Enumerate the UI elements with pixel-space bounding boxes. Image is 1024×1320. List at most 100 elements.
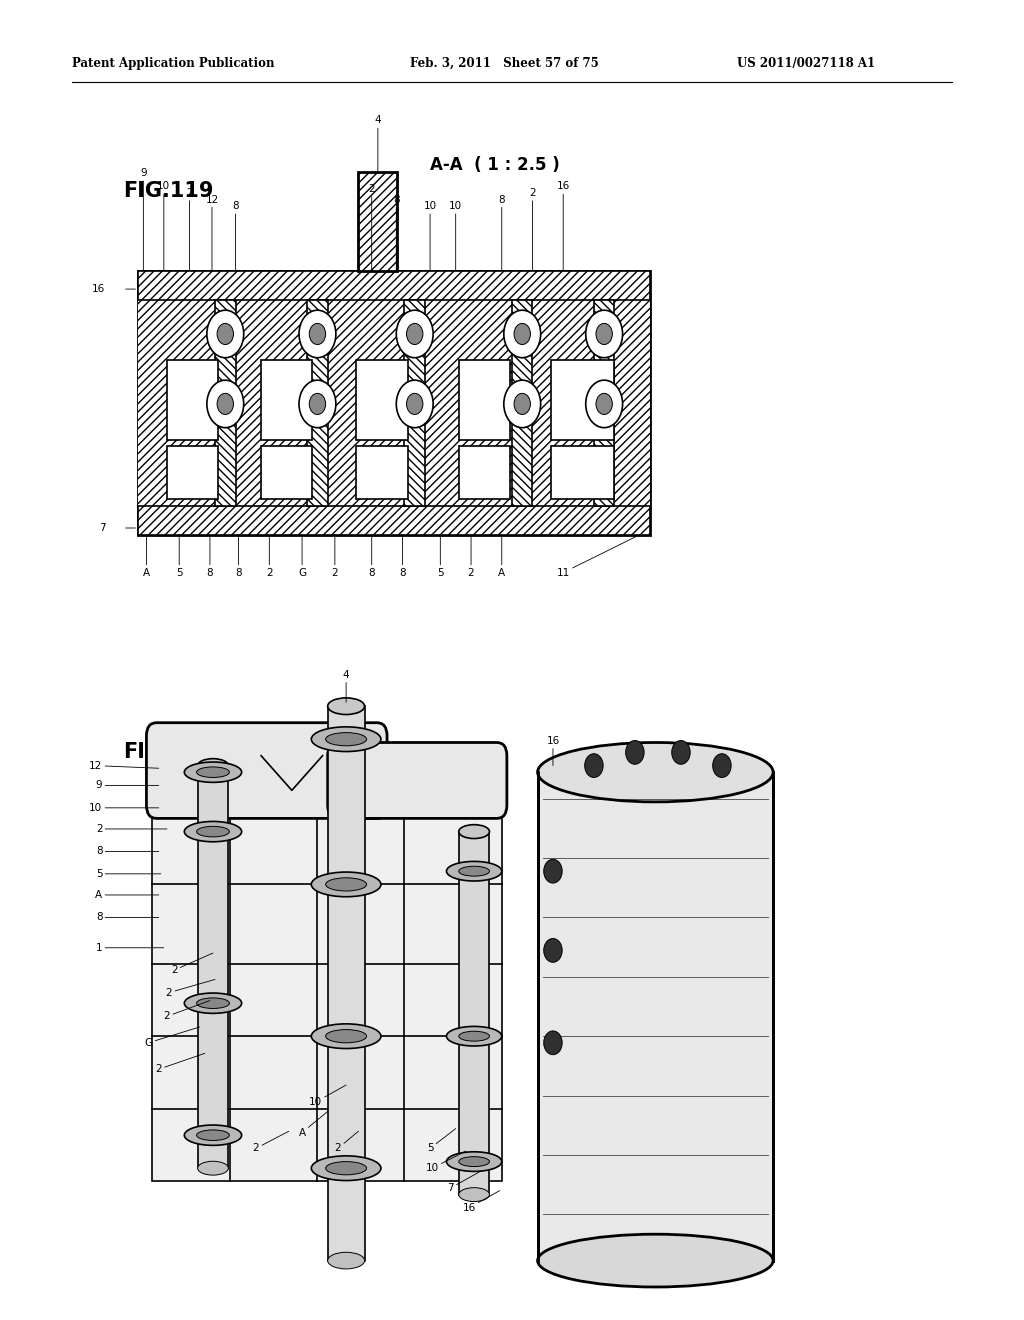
Text: 2: 2 [369, 183, 375, 271]
Ellipse shape [184, 1125, 242, 1146]
Circle shape [544, 939, 562, 962]
Text: 9: 9 [96, 780, 159, 791]
Bar [138, 271, 650, 535]
Circle shape [217, 323, 233, 345]
Bar [167, 446, 218, 499]
Text: A: A [299, 1111, 328, 1138]
Text: A-A  ( 1 : 2.5 ): A-A ( 1 : 2.5 ) [430, 156, 560, 174]
Circle shape [504, 310, 541, 358]
Circle shape [514, 323, 530, 345]
Circle shape [504, 380, 541, 428]
Ellipse shape [328, 698, 365, 714]
Text: US 2011/0027118 A1: US 2011/0027118 A1 [737, 57, 876, 70]
Bar [138, 271, 650, 300]
Text: 5: 5 [437, 535, 443, 578]
Circle shape [309, 393, 326, 414]
Text: 10: 10 [158, 181, 170, 271]
Text: 8: 8 [232, 201, 239, 271]
Text: 10: 10 [309, 1085, 346, 1107]
Text: 2: 2 [164, 1001, 210, 1022]
Text: 10: 10 [450, 201, 462, 271]
Circle shape [207, 310, 244, 358]
Text: 16: 16 [547, 735, 559, 766]
Bar [167, 360, 218, 440]
Ellipse shape [326, 1030, 367, 1043]
Bar [459, 832, 489, 1195]
Text: 2: 2 [186, 187, 193, 271]
Circle shape [585, 754, 603, 777]
Text: 8: 8 [207, 535, 213, 578]
Ellipse shape [326, 733, 367, 746]
Text: 2: 2 [253, 1131, 289, 1154]
Text: 8: 8 [499, 194, 505, 271]
Bar [551, 446, 614, 499]
Text: 2: 2 [96, 824, 167, 834]
Bar [152, 805, 502, 1181]
Text: 2: 2 [335, 1131, 358, 1154]
Text: 8: 8 [393, 194, 399, 271]
Text: 4: 4 [343, 669, 349, 702]
Text: 7: 7 [447, 1171, 481, 1193]
Circle shape [217, 393, 233, 414]
Text: 10: 10 [89, 803, 159, 813]
Text: 8: 8 [369, 535, 375, 578]
Circle shape [586, 380, 623, 428]
Bar [261, 446, 312, 499]
Circle shape [407, 323, 423, 345]
Ellipse shape [197, 767, 229, 777]
Text: 12: 12 [206, 194, 218, 271]
Ellipse shape [184, 762, 242, 783]
Ellipse shape [459, 1156, 489, 1167]
Circle shape [396, 380, 433, 428]
Text: 2: 2 [332, 535, 338, 578]
Ellipse shape [446, 862, 502, 880]
Bar [358, 172, 397, 271]
Circle shape [596, 393, 612, 414]
Ellipse shape [326, 878, 367, 891]
Ellipse shape [311, 1156, 381, 1180]
Ellipse shape [311, 1024, 381, 1048]
Bar [459, 446, 510, 499]
Ellipse shape [198, 1162, 228, 1175]
Text: 2: 2 [529, 187, 536, 271]
Text: 1: 1 [96, 942, 164, 953]
Bar [138, 271, 650, 535]
Ellipse shape [459, 1031, 489, 1041]
Text: 10: 10 [424, 201, 436, 271]
Circle shape [672, 741, 690, 764]
Text: 2: 2 [266, 535, 272, 578]
Bar [328, 706, 365, 1261]
Text: 5: 5 [427, 1129, 456, 1154]
Text: 8: 8 [96, 912, 159, 923]
Text: 8: 8 [96, 846, 159, 857]
Text: G: G [144, 1027, 200, 1048]
Ellipse shape [184, 821, 242, 842]
Text: 2: 2 [156, 1053, 205, 1074]
Bar [356, 360, 408, 440]
Circle shape [596, 323, 612, 345]
Circle shape [299, 310, 336, 358]
Text: 2: 2 [468, 535, 474, 578]
Bar [198, 766, 228, 1168]
Bar [551, 360, 614, 440]
Circle shape [586, 310, 623, 358]
Circle shape [407, 393, 423, 414]
Circle shape [544, 859, 562, 883]
Bar [307, 300, 328, 506]
Bar [261, 360, 312, 440]
Text: A: A [143, 535, 150, 578]
Ellipse shape [197, 1130, 229, 1140]
Ellipse shape [446, 1027, 502, 1045]
Bar [594, 300, 614, 506]
Circle shape [626, 741, 644, 764]
Bar [215, 300, 236, 506]
Circle shape [396, 310, 433, 358]
Ellipse shape [326, 1162, 367, 1175]
FancyBboxPatch shape [328, 742, 507, 818]
Ellipse shape [446, 1152, 502, 1171]
Text: 9: 9 [140, 168, 146, 271]
Text: 16: 16 [557, 181, 569, 271]
Text: 8: 8 [236, 535, 242, 578]
Ellipse shape [538, 742, 773, 803]
Text: 7: 7 [99, 523, 105, 533]
